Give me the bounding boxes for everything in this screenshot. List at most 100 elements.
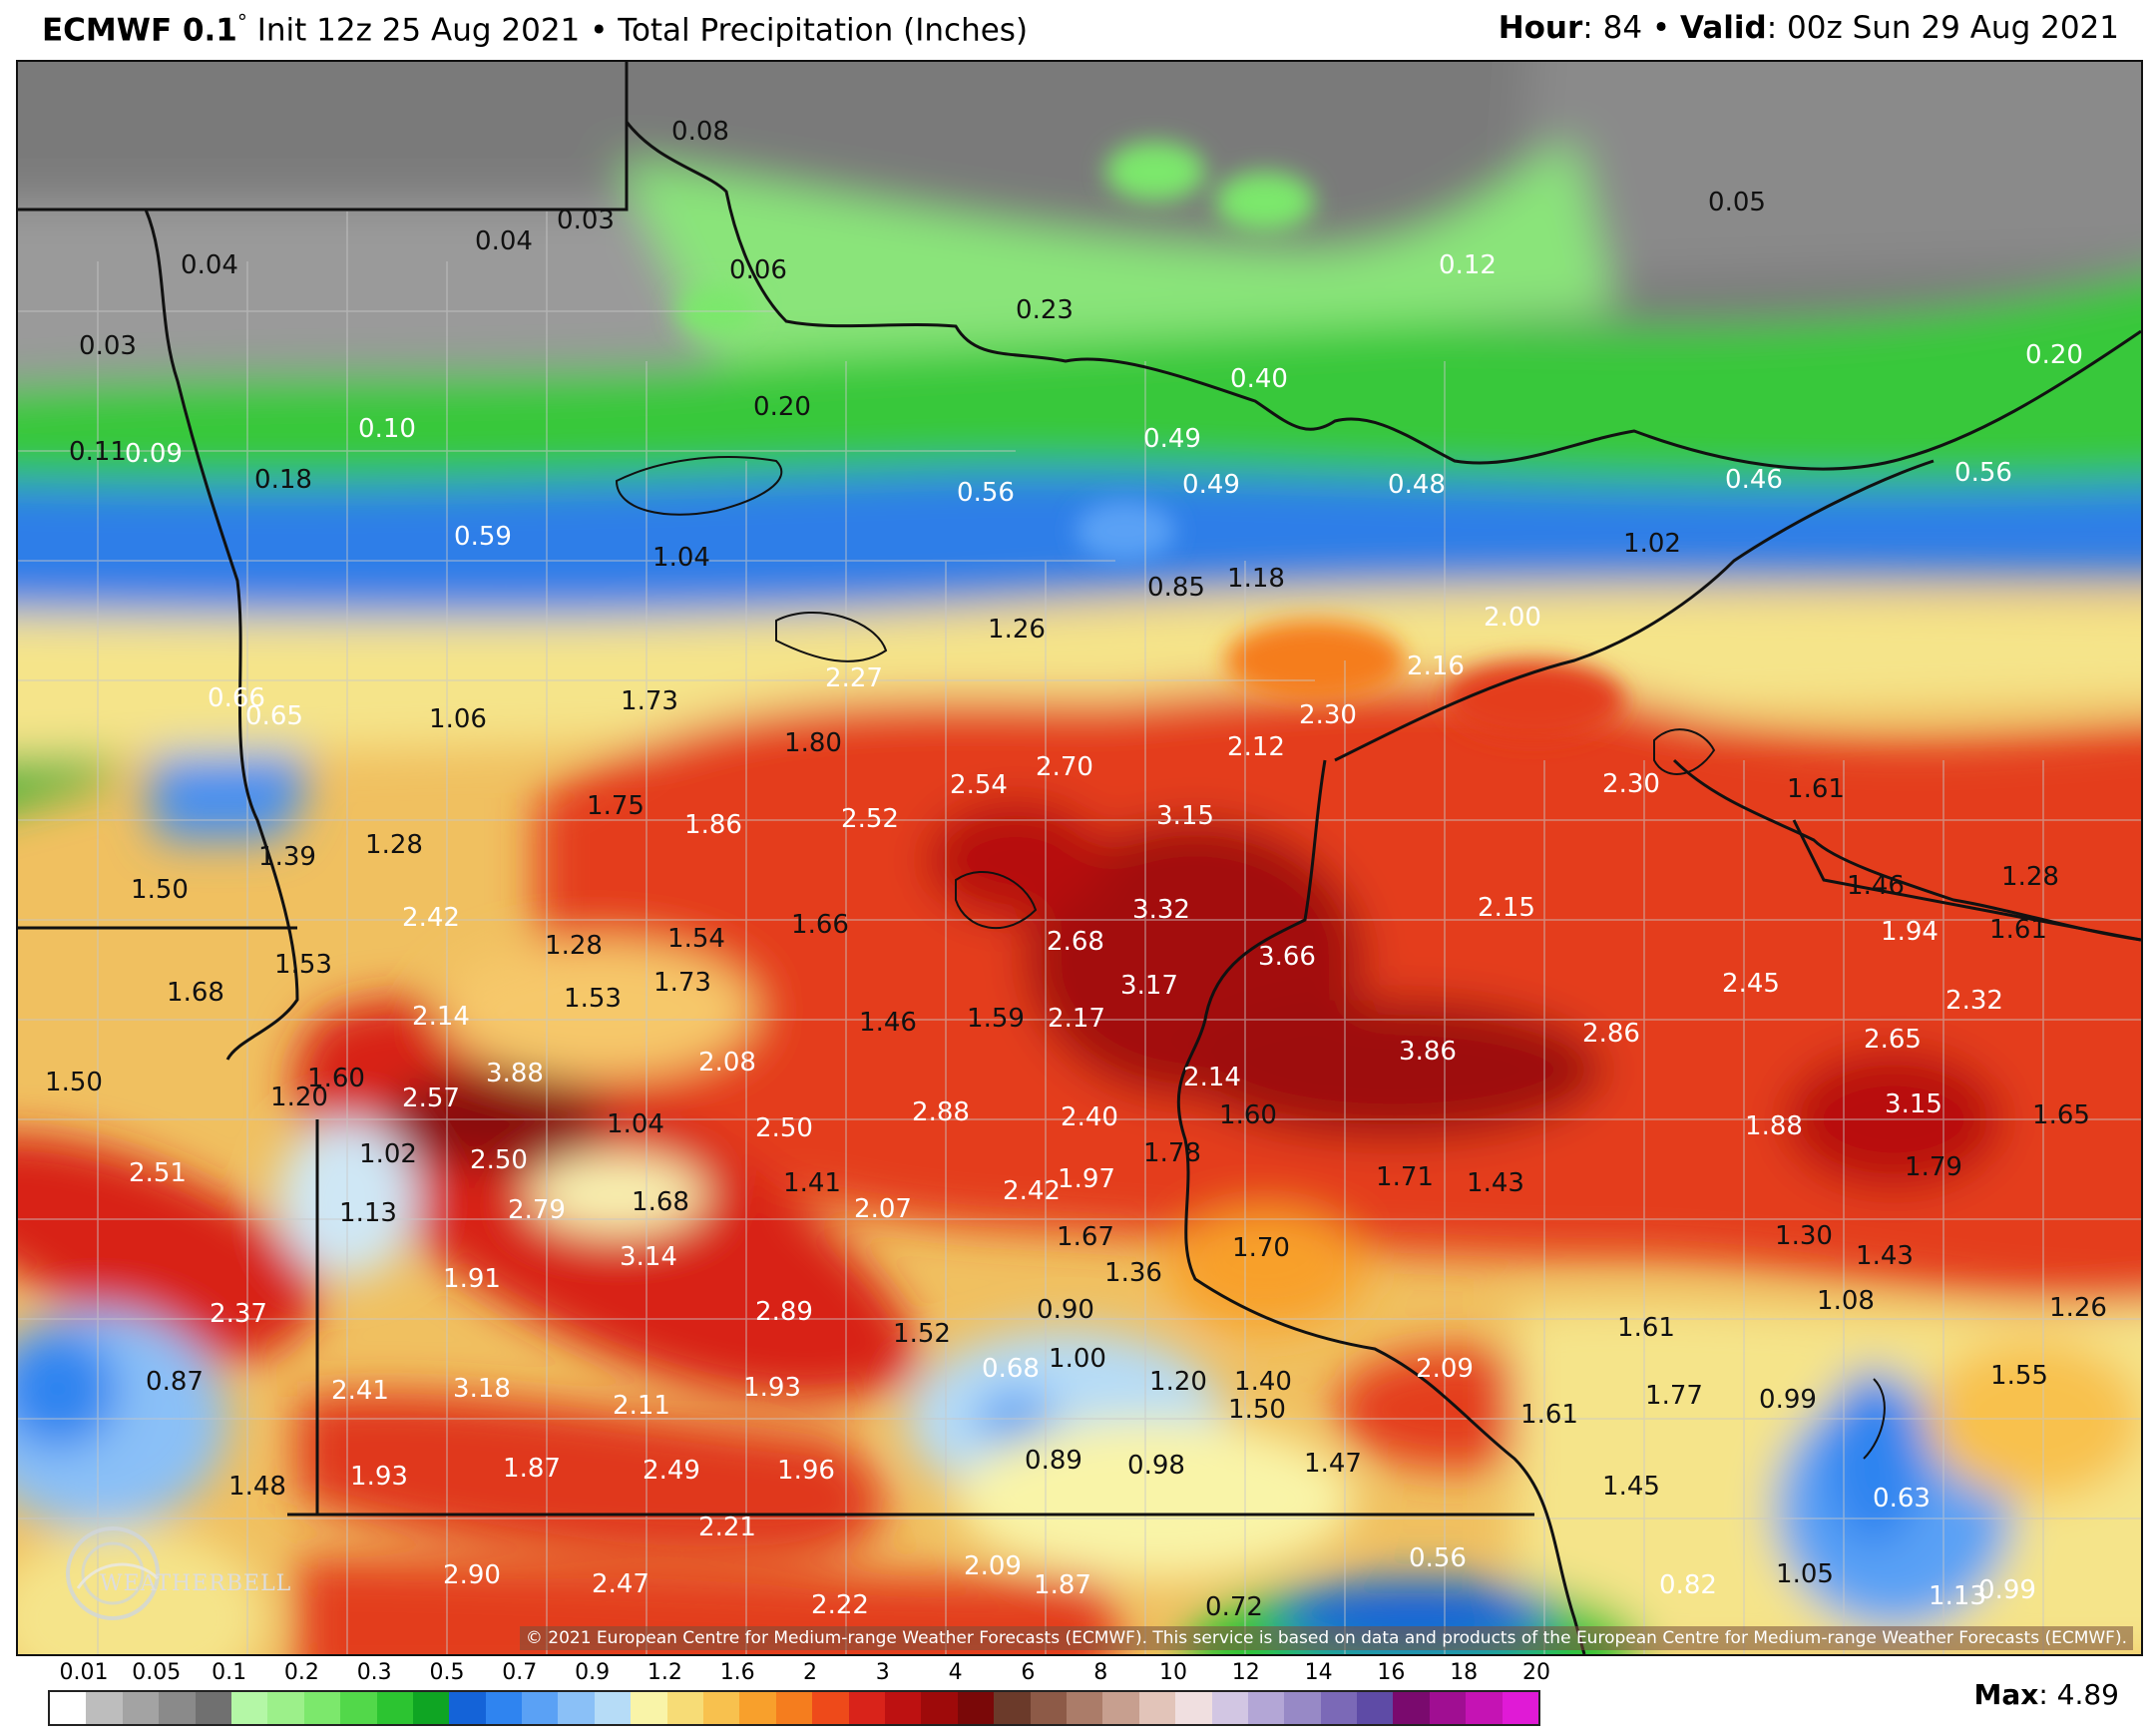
- precip-value-label: 1.68: [167, 978, 224, 1008]
- precip-value-label: 1.20: [270, 1083, 328, 1112]
- precip-value-label: 0.06: [729, 255, 787, 285]
- precip-value-label: 2.12: [1227, 732, 1285, 762]
- precip-value-label: 1.18: [1227, 564, 1285, 594]
- degree-symbol: °: [236, 10, 247, 34]
- precip-value-label: 1.50: [45, 1068, 103, 1097]
- precip-value-label: 1.61: [1617, 1313, 1675, 1343]
- precip-value-label: 0.09: [125, 439, 183, 469]
- precip-value-label: 1.06: [429, 704, 487, 734]
- precip-value-label: 0.18: [254, 465, 312, 495]
- precip-value-label: 0.11: [69, 437, 127, 467]
- precip-value-label: 1.08: [1817, 1286, 1875, 1316]
- precip-value-label: 1.66: [791, 910, 849, 940]
- precip-value-label: 2.30: [1602, 769, 1660, 799]
- precip-value-label: 2.65: [1864, 1025, 1922, 1055]
- legend-tick-label: 0.05: [132, 1660, 182, 1685]
- precipitation-field: [18, 62, 2141, 1654]
- precip-value-label: 1.54: [667, 924, 725, 954]
- max-label: Max: [1973, 1678, 2039, 1711]
- precip-value-label: 1.97: [1058, 1164, 1115, 1194]
- precip-value-label: 2.15: [1478, 893, 1535, 923]
- precip-value-label: 0.59: [454, 522, 512, 552]
- valid-time: Hour: 84 • Valid: 00z Sun 29 Aug 2021: [1499, 10, 2119, 46]
- precip-value-label: 2.30: [1299, 700, 1357, 730]
- legend-tick-label: 18: [1450, 1660, 1479, 1685]
- color-legend: 0.01 0.05 0.1 0.2 0.3 0.5 0.7 0.9 1.2 1.6 2 3 4 6 8 10 1…: [48, 1656, 1550, 1736]
- precip-value-label: 0.56: [1954, 458, 2012, 488]
- precip-value-label: 1.40: [1234, 1367, 1292, 1397]
- legend-swatch: [1502, 1692, 1539, 1724]
- precip-value-label: 2.22: [811, 1590, 869, 1620]
- precip-value-label: 0.48: [1388, 470, 1446, 500]
- legend-swatch: [1393, 1692, 1430, 1724]
- precip-value-label: 0.56: [1409, 1543, 1467, 1573]
- precip-value-label: 3.32: [1132, 895, 1190, 925]
- precip-value-label: 1.02: [1623, 529, 1681, 559]
- weatherbell-logo: [66, 1526, 160, 1620]
- precip-value-label: 0.90: [1037, 1295, 1094, 1325]
- precip-value-label: 1.53: [274, 950, 332, 980]
- legend-tick-label: 0.01: [59, 1660, 109, 1685]
- legend-swatch: [1066, 1692, 1103, 1724]
- precip-value-label: 2.47: [592, 1569, 649, 1599]
- precip-value-label: 1.94: [1881, 917, 1939, 947]
- legend-swatch: [594, 1692, 632, 1724]
- valid-label: Valid: [1680, 10, 1767, 46]
- legend-tick-label: 0.7: [502, 1660, 538, 1685]
- precip-value-label: 2.86: [1582, 1019, 1640, 1049]
- legend-swatch: [1138, 1692, 1176, 1724]
- legend-swatch: [1247, 1692, 1285, 1724]
- precip-value-label: 3.17: [1120, 971, 1178, 1001]
- precip-value-label: 2.14: [1183, 1063, 1241, 1092]
- legend-swatch: [921, 1692, 958, 1724]
- init-and-field: Init 12z 25 Aug 2021 • Total Precipitati…: [246, 12, 1029, 49]
- precip-value-label: 1.73: [653, 968, 711, 998]
- precip-value-label: 2.08: [698, 1048, 756, 1078]
- precip-value-label: 1.70: [1232, 1233, 1290, 1263]
- precip-value-label: 0.99: [1978, 1575, 2036, 1605]
- legend-swatch: [1175, 1692, 1212, 1724]
- precip-value-label: 1.96: [777, 1456, 835, 1486]
- precip-value-label: 1.26: [988, 615, 1046, 645]
- legend-swatch: [812, 1692, 849, 1724]
- legend-swatch: [195, 1692, 231, 1724]
- value-labels: 0.08 0.03 0.04 0.04 0.06 0.05 0.12 0.23 0.03 0.20…: [18, 62, 2141, 1654]
- legend-tick-label: 16: [1377, 1660, 1406, 1685]
- valid-value: : 00z Sun 29 Aug 2021: [1766, 10, 2119, 46]
- legend-swatch: [412, 1692, 450, 1724]
- legend-swatch: [122, 1692, 160, 1724]
- legend-tick-label: 3: [875, 1660, 890, 1685]
- legend-tick-label: 1.2: [646, 1660, 682, 1685]
- legend-swatch: [86, 1692, 123, 1724]
- precip-value-label: 0.65: [245, 701, 303, 731]
- legend-tick-label: 20: [1522, 1660, 1550, 1685]
- weatherbell-logo-text: WEATHERBELL: [100, 1571, 292, 1596]
- precipitation-map[interactable]: 0.08 0.03 0.04 0.04 0.06 0.05 0.12 0.23 0.03 0.20…: [16, 60, 2143, 1656]
- legend-tick-label: 4: [948, 1660, 963, 1685]
- legend-tick-label: 0.2: [283, 1660, 319, 1685]
- precip-value-label: 1.00: [1049, 1344, 1106, 1374]
- legend-swatch: [449, 1692, 486, 1724]
- precip-value-label: 0.20: [2025, 340, 2083, 370]
- legend-swatch: [1211, 1692, 1248, 1724]
- precip-value-label: 2.45: [1722, 969, 1780, 999]
- hour-label: Hour: [1498, 10, 1583, 46]
- precip-value-label: 2.07: [854, 1194, 912, 1224]
- precip-value-label: 0.04: [181, 250, 238, 280]
- precip-value-label: 0.85: [1147, 573, 1205, 603]
- precip-value-label: 2.42: [402, 903, 460, 933]
- precip-value-label: 2.09: [964, 1551, 1022, 1581]
- precip-value-label: 1.48: [228, 1472, 286, 1502]
- precip-value-label: 2.88: [912, 1097, 970, 1127]
- precip-value-label: 1.67: [1057, 1222, 1114, 1252]
- legend-swatch: [1284, 1692, 1321, 1724]
- precip-value-label: 2.16: [1407, 651, 1465, 681]
- legend-tick-label: 0.3: [356, 1660, 392, 1685]
- legend-swatch: [1102, 1692, 1139, 1724]
- precip-value-label: 1.13: [1929, 1581, 1986, 1611]
- precip-value-label: 2.21: [698, 1513, 756, 1542]
- precip-value-label: 0.63: [1873, 1484, 1931, 1514]
- precip-value-label: 2.41: [331, 1376, 389, 1406]
- precip-value-label: 1.30: [1775, 1221, 1833, 1251]
- legend-swatch: [558, 1692, 595, 1724]
